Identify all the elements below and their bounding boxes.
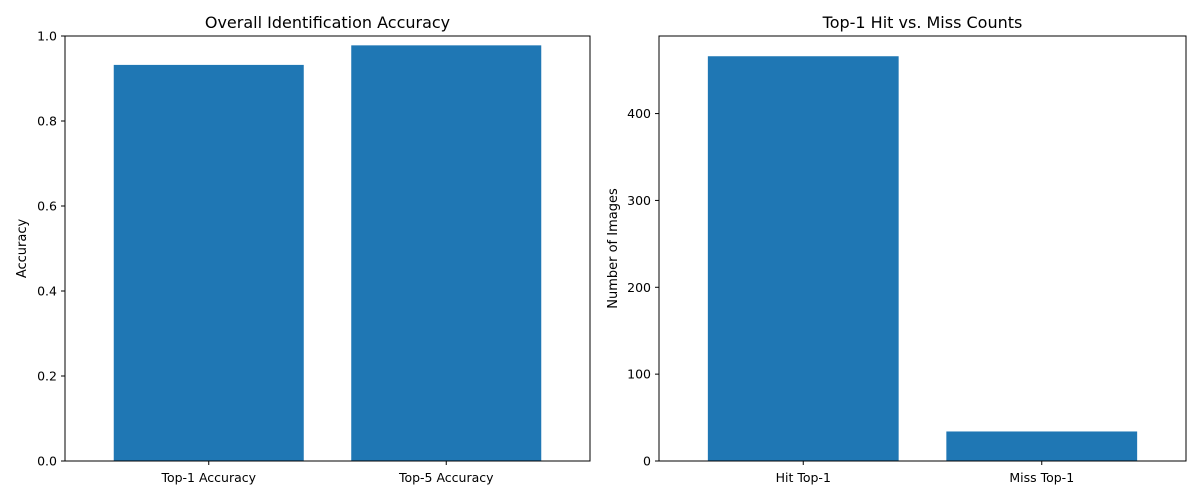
ytick-label-1-1: 100 bbox=[627, 367, 651, 382]
y-axis-label-0: Accuracy bbox=[15, 219, 30, 279]
ytick-label-0-2: 0.4 bbox=[37, 284, 57, 299]
bar-1-1 bbox=[946, 431, 1138, 461]
chart-title-1: Top-1 Hit vs. Miss Counts bbox=[822, 13, 1023, 32]
axes-frame-1 bbox=[658, 35, 1187, 462]
bar-0-0 bbox=[113, 64, 304, 462]
xtick-label-0-1: Top-5 Accuracy bbox=[398, 470, 494, 485]
ytick-label-0-5: 1.0 bbox=[37, 29, 57, 44]
xtick-label-1-1: Miss Top-1 bbox=[1009, 470, 1074, 485]
ytick-label-1-2: 200 bbox=[627, 280, 651, 295]
y-axis-label-1: Number of Images bbox=[606, 188, 621, 309]
ytick-label-0-1: 0.2 bbox=[37, 369, 57, 384]
chart-title-0: Overall Identification Accuracy bbox=[205, 13, 450, 32]
ytick-label-1-0: 0 bbox=[643, 454, 651, 469]
axes-frame-0 bbox=[64, 35, 591, 462]
ytick-label-1-3: 300 bbox=[627, 193, 651, 208]
xtick-label-1-0: Hit Top-1 bbox=[776, 470, 831, 485]
bar-0-1 bbox=[351, 45, 542, 461]
ytick-label-0-3: 0.6 bbox=[37, 199, 57, 214]
xtick-label-0-0: Top-1 Accuracy bbox=[160, 470, 256, 485]
bar-1-0 bbox=[707, 56, 899, 462]
ytick-label-1-4: 400 bbox=[627, 106, 651, 121]
ytick-label-0-0: 0.0 bbox=[37, 454, 57, 469]
ytick-label-0-4: 0.8 bbox=[37, 114, 57, 129]
